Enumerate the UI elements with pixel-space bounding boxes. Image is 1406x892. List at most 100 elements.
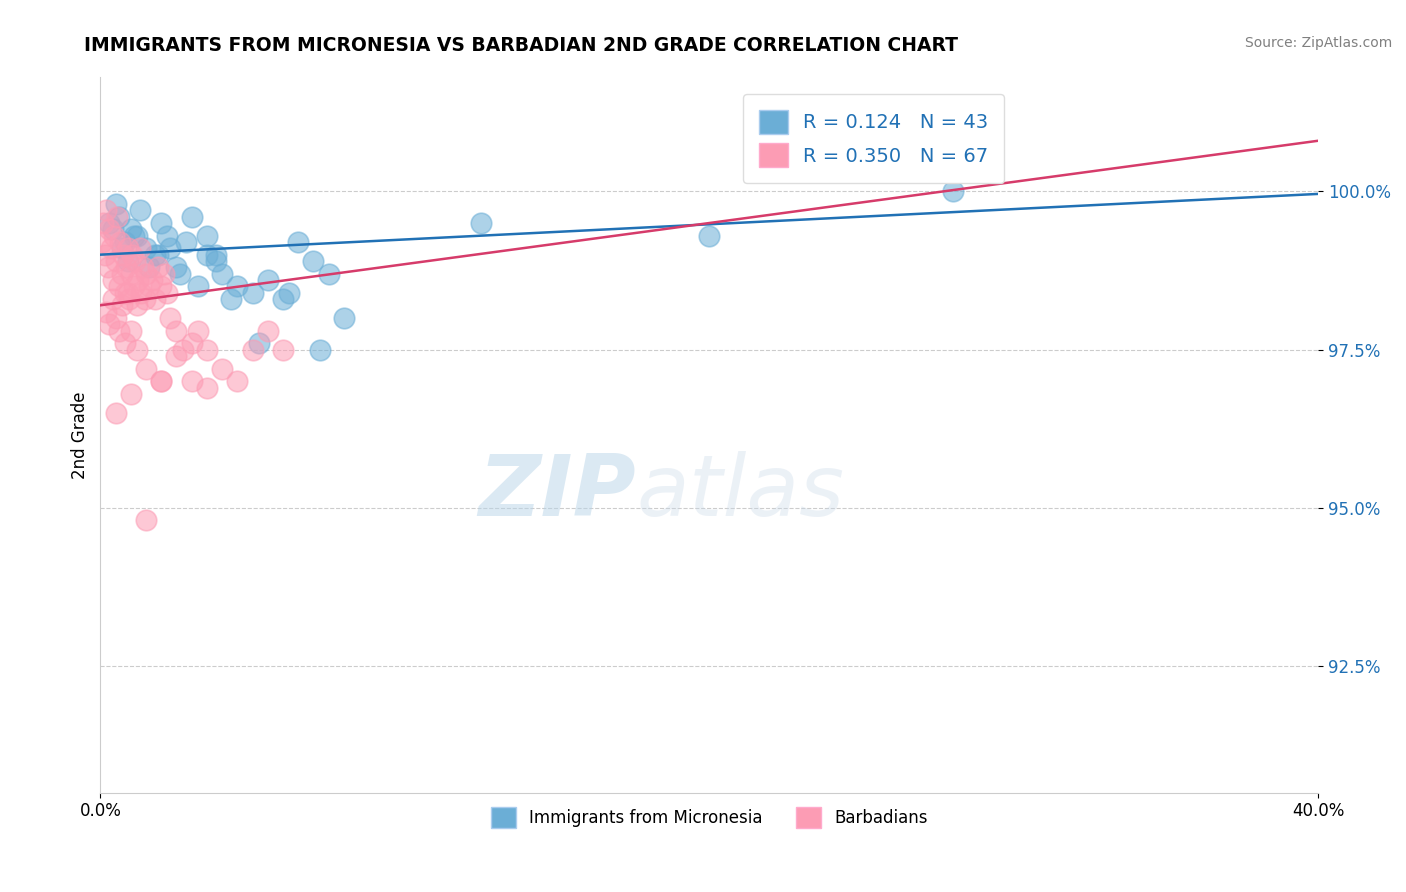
Point [205,247,228,261]
Point [107,210,129,224]
Point [104,406,127,420]
Point [105,210,128,224]
Point [90,235,112,249]
Point [117,254,139,268]
Point [148,260,170,275]
Point [120,324,142,338]
Point [150,374,173,388]
Point [125,343,148,357]
Point [94,247,117,261]
Point [132,260,155,275]
Point [195,343,218,357]
Point [271,292,294,306]
Point [117,285,139,300]
Point [97,260,120,275]
Text: ZIP: ZIP [478,450,637,533]
Point [93,216,115,230]
Point [131,285,153,300]
Point [135,361,157,376]
Point [138,260,160,275]
Point [111,267,134,281]
Point [135,514,157,528]
Text: IMMIGRANTS FROM MICRONESIA VS BARBADIAN 2ND GRADE CORRELATION CHART: IMMIGRANTS FROM MICRONESIA VS BARBADIAN … [84,36,959,54]
Point [135,241,157,255]
Point [143,292,166,306]
Point [271,343,294,357]
Point [195,247,218,261]
Point [96,203,118,218]
Point [195,381,218,395]
Point [153,267,176,281]
Point [697,228,720,243]
Point [107,279,129,293]
Y-axis label: 2nd Grade: 2nd Grade [72,392,89,479]
Point [120,387,142,401]
Point [180,336,202,351]
Point [98,222,121,236]
Point [104,197,127,211]
Point [135,267,157,281]
Point [247,336,270,351]
Point [226,279,249,293]
Text: Source: ZipAtlas.com: Source: ZipAtlas.com [1244,36,1392,50]
Point [114,285,136,300]
Point [127,273,149,287]
Point [101,222,124,236]
Point [166,349,188,363]
Point [150,279,173,293]
Point [318,267,340,281]
Point [129,241,152,255]
Point [114,235,136,249]
Point [187,324,209,338]
Point [205,254,228,268]
Point [169,267,191,281]
Point [134,292,156,306]
Point [111,298,134,312]
Point [104,310,127,325]
Point [120,222,142,236]
Point [115,260,138,275]
Point [148,247,170,261]
Point [108,235,131,249]
Point [114,336,136,351]
Point [141,273,163,287]
Point [211,361,233,376]
Point [333,310,356,325]
Point [143,247,166,261]
Point [129,203,152,218]
Point [150,374,173,388]
Point [172,343,194,357]
Point [121,247,143,261]
Point [174,235,197,249]
Point [287,235,309,249]
Point [117,241,139,255]
Text: atlas: atlas [637,450,844,533]
Point [180,374,202,388]
Point [166,324,188,338]
Point [942,185,965,199]
Point [101,292,124,306]
Point [308,343,330,357]
Point [96,304,118,318]
Point [156,285,179,300]
Point [195,228,218,243]
Point [302,254,325,268]
Point [104,254,127,268]
Point [166,260,188,275]
Point [125,298,148,312]
Point [256,273,278,287]
Legend: Immigrants from Micronesia, Barbadians: Immigrants from Micronesia, Barbadians [484,801,935,834]
Point [159,241,181,255]
Point [211,267,233,281]
Point [120,267,142,281]
Point [125,228,148,243]
Point [124,254,146,268]
Point [256,324,278,338]
Point [138,279,160,293]
Point [111,241,134,255]
Point [98,318,121,332]
Point [180,210,202,224]
Point [242,285,264,300]
Point [219,292,242,306]
Point [103,228,125,243]
